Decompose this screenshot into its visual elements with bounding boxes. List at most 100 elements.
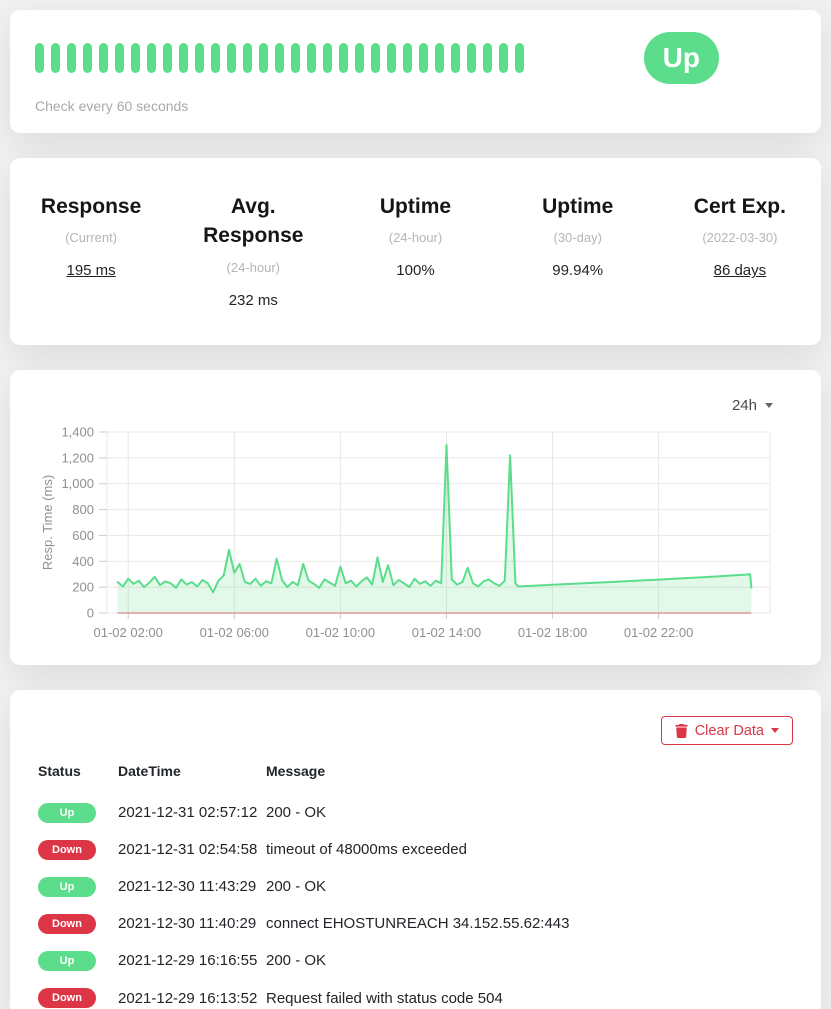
status-badge: Down bbox=[38, 987, 96, 1009]
table-row[interactable]: Up 2021-12-30 11:43:29 200 - OK bbox=[38, 868, 793, 905]
chevron-down-icon bbox=[765, 403, 773, 408]
table-row[interactable]: Down 2021-12-30 11:40:29 connect EHOSTUN… bbox=[38, 905, 793, 942]
heartbeat-bar bbox=[35, 43, 524, 74]
stats-card: Response (Current) 195 ms Avg. Response … bbox=[10, 158, 821, 345]
table-row[interactable]: Up 2021-12-29 16:16:55 200 - OK bbox=[38, 942, 793, 979]
heartbeat-beat[interactable] bbox=[179, 43, 188, 74]
heartbeat-beat[interactable] bbox=[515, 43, 524, 74]
heartbeat-beat[interactable] bbox=[243, 43, 252, 74]
events-table: Status DateTime Message Up 2021-12-31 02… bbox=[38, 759, 793, 1009]
svg-text:01-02 14:00: 01-02 14:00 bbox=[412, 625, 481, 640]
event-datetime: 2021-12-30 11:40:29 bbox=[118, 915, 257, 933]
stat-value: 99.94% bbox=[552, 262, 604, 280]
stat-block: Response (Current) 195 ms bbox=[10, 192, 172, 309]
status-badge: Down bbox=[38, 839, 96, 860]
svg-text:0: 0 bbox=[87, 606, 94, 621]
heartbeat-beat[interactable] bbox=[147, 43, 156, 74]
heartbeat-beat[interactable] bbox=[211, 43, 220, 74]
svg-text:1,000: 1,000 bbox=[61, 476, 94, 491]
stat-subtitle: (24-hour) bbox=[388, 230, 443, 246]
stat-block: Avg. Response (24-hour) 232 ms bbox=[172, 192, 334, 309]
chart-range-dropdown[interactable]: 24h bbox=[732, 397, 773, 414]
stat-block: Uptime (24-hour) 100% bbox=[334, 192, 496, 309]
heartbeat-beat[interactable] bbox=[355, 43, 364, 74]
stat-title: Cert Exp. bbox=[693, 195, 786, 218]
status-badge: Down bbox=[38, 913, 96, 934]
svg-text:800: 800 bbox=[72, 502, 94, 517]
svg-text:Resp. Time (ms): Resp. Time (ms) bbox=[40, 475, 55, 570]
event-datetime: 2021-12-30 11:43:29 bbox=[118, 878, 257, 896]
heartbeat-beat[interactable] bbox=[131, 43, 140, 74]
status-pill: Up bbox=[643, 32, 719, 85]
heartbeat-beat[interactable] bbox=[467, 43, 476, 74]
svg-text:1,400: 1,400 bbox=[61, 425, 94, 440]
heartbeat-beat[interactable] bbox=[195, 43, 204, 74]
heartbeat-beat[interactable] bbox=[403, 43, 412, 74]
heartbeat-beat[interactable] bbox=[227, 43, 236, 74]
response-chart-card: 24h 0 200 400 600 800 1,000 1,200 1,400 01-02 02… bbox=[10, 370, 821, 665]
stat-subtitle: (2022-03-30) bbox=[702, 230, 778, 246]
svg-text:400: 400 bbox=[72, 554, 94, 569]
heartbeat-beat[interactable] bbox=[35, 43, 44, 74]
stats-grid: Response (Current) 195 ms Avg. Response … bbox=[10, 192, 821, 309]
status-badge: Up bbox=[38, 950, 96, 971]
response-time-chart[interactable]: 0 200 400 600 800 1,000 1,200 1,400 01-02 02:00 0… bbox=[10, 370, 821, 665]
heartbeat-beat[interactable] bbox=[115, 43, 124, 74]
event-message: 200 - OK bbox=[266, 952, 327, 970]
heartbeat-beat[interactable] bbox=[83, 43, 92, 74]
heartbeat-beat[interactable] bbox=[339, 43, 348, 74]
stat-value: 86 days bbox=[713, 262, 767, 280]
heartbeat-beat[interactable] bbox=[419, 43, 428, 74]
heartbeat-beat[interactable] bbox=[483, 43, 492, 74]
heartbeat-beat[interactable] bbox=[275, 43, 284, 74]
svg-text:01-02 02:00: 01-02 02:00 bbox=[94, 625, 163, 640]
check-interval-text: Check every 60 seconds bbox=[35, 98, 189, 115]
svg-text:600: 600 bbox=[72, 528, 94, 543]
svg-text:01-02 22:00: 01-02 22:00 bbox=[624, 625, 693, 640]
stat-subtitle: (24-hour) bbox=[226, 259, 281, 275]
stat-subtitle: (Current) bbox=[65, 230, 118, 246]
chart-range-label: 24h bbox=[731, 397, 757, 414]
heartbeat-beat[interactable] bbox=[323, 43, 332, 74]
table-row[interactable]: Down 2021-12-31 02:54:58 timeout of 4800… bbox=[38, 831, 793, 868]
status-badge: Up bbox=[38, 876, 96, 897]
table-row[interactable]: Up 2021-12-31 02:57:12 200 - OK bbox=[38, 794, 793, 831]
heartbeat-beat[interactable] bbox=[307, 43, 316, 74]
events-card: Clear Data Status DateTime Message Up 20… bbox=[10, 690, 821, 1009]
chevron-down-icon bbox=[771, 728, 779, 733]
heartbeat-beat[interactable] bbox=[435, 43, 444, 74]
heartbeat-beat[interactable] bbox=[99, 43, 108, 74]
heartbeat-beat[interactable] bbox=[499, 43, 508, 74]
heartbeat-beat[interactable] bbox=[387, 43, 396, 74]
stat-title: Avg. Response bbox=[203, 195, 304, 248]
heartbeat-beat[interactable] bbox=[371, 43, 380, 74]
event-datetime: 2021-12-31 02:54:58 bbox=[118, 841, 258, 859]
event-message: connect EHOSTUNREACH 34.152.55.62:443 bbox=[266, 915, 570, 933]
table-row[interactable]: Down 2021-12-29 16:13:52 Request failed … bbox=[38, 979, 793, 1009]
event-message: 200 - OK bbox=[266, 878, 327, 896]
column-header-message: Message bbox=[266, 763, 326, 779]
svg-text:200: 200 bbox=[72, 580, 94, 595]
stat-block: Cert Exp. (2022-03-30) 86 days bbox=[659, 192, 821, 309]
column-header-datetime: DateTime bbox=[118, 763, 181, 779]
monitor-summary-card: Up Check every 60 seconds bbox=[10, 10, 821, 133]
svg-text:01-02 18:00: 01-02 18:00 bbox=[518, 625, 587, 640]
clear-data-button[interactable]: Clear Data bbox=[660, 716, 793, 745]
stat-value: 232 ms bbox=[228, 291, 278, 309]
heartbeat-beat[interactable] bbox=[51, 43, 60, 74]
heartbeat-beat[interactable] bbox=[291, 43, 300, 74]
heartbeat-beat[interactable] bbox=[67, 43, 76, 74]
svg-text:01-02 10:00: 01-02 10:00 bbox=[306, 625, 375, 640]
stat-subtitle: (30-day) bbox=[553, 230, 602, 246]
event-datetime: 2021-12-29 16:16:55 bbox=[118, 952, 258, 970]
heartbeat-beat[interactable] bbox=[451, 43, 460, 74]
column-header-status: Status bbox=[38, 763, 81, 779]
stat-value: 195 ms bbox=[66, 262, 116, 280]
status-badge: Up bbox=[38, 802, 96, 823]
clear-data-label: Clear Data bbox=[694, 722, 764, 739]
trash-icon bbox=[675, 723, 688, 738]
heartbeat-beat[interactable] bbox=[163, 43, 172, 74]
stat-title: Uptime bbox=[379, 195, 452, 218]
heartbeat-beat[interactable] bbox=[259, 43, 268, 74]
event-datetime: 2021-12-29 16:13:52 bbox=[118, 989, 258, 1007]
